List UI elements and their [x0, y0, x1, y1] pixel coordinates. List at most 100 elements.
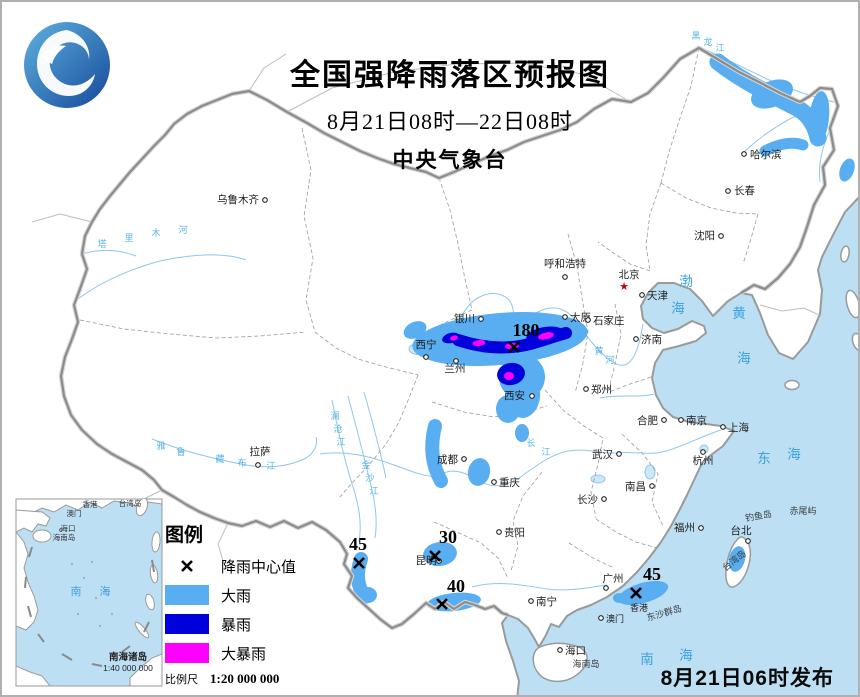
rain-patches-heavy [350, 53, 855, 612]
city-label: 杭州 [693, 454, 714, 467]
rain-center-x-icon [165, 558, 209, 574]
city-dot [649, 483, 655, 489]
capital-star-icon: ★ [619, 281, 629, 293]
city-dot [557, 647, 563, 653]
city-label: 呼和浩特 [544, 258, 586, 270]
city-dot [598, 615, 604, 621]
inset-scale: 1:40 000 000 [103, 663, 153, 673]
river-label: 龙 [703, 36, 712, 47]
inset-sea-label: 海 [100, 584, 111, 598]
swatch-severe-rainstorm [165, 643, 209, 663]
city-dot [718, 233, 724, 239]
rain-center-value: 40 [447, 576, 465, 596]
sea-labels: 渤海 黄海东 海南海 [640, 274, 801, 667]
city-label: 武汉 [592, 448, 613, 461]
river-label: 雅 [156, 440, 165, 451]
island-label: 赤尾屿 [789, 506, 816, 516]
legend-row-heavy: 大雨 [165, 585, 315, 605]
city-dot [633, 336, 639, 342]
city-label: 海口 [565, 644, 586, 657]
city-label: 拉萨 [250, 445, 271, 458]
city-label: 哈尔滨 [750, 148, 782, 161]
city-label: 银川 [454, 312, 475, 325]
city-dot [529, 393, 535, 399]
legend-row-center-value: 降雨中心值 [165, 556, 315, 576]
city-dot [255, 462, 261, 468]
city-label: 石家庄 [593, 314, 625, 327]
city-label: 南昌 [625, 480, 646, 493]
rain-center-value: 180 [513, 320, 540, 340]
sea-label: 黄 [732, 306, 746, 321]
city-dot [661, 417, 667, 423]
river-labels: 塔里木河雅鲁藏布江长江黄河澜沧江金沙江黑龙江 [97, 31, 724, 496]
rain-chongqing [467, 458, 491, 486]
river-label: 黄 [594, 345, 603, 356]
river-label: 江 [266, 461, 275, 471]
city-dot [601, 496, 607, 502]
rain-center-x-marker [429, 550, 441, 562]
legend: 图例 降雨中心值 大雨 暴雨 大暴雨 比例尺 1:20 000 000 [165, 520, 315, 687]
sea-label: 海 [737, 351, 751, 366]
river-label: 江 [715, 43, 724, 53]
river-label: 木 [151, 227, 160, 238]
rain-center-x-marker [436, 598, 448, 610]
swatch-heavy-rain [165, 585, 209, 605]
legend-row-storm: 暴雨 [165, 614, 315, 634]
province-borders [79, 47, 760, 579]
river-label: 塔 [97, 238, 106, 249]
river-label: 藏 [215, 453, 224, 464]
swatch-rainstorm [165, 614, 209, 634]
city-dot [583, 386, 589, 392]
river-label: 江 [369, 486, 378, 496]
river-label: 河 [605, 354, 614, 365]
city-label: 台北 [731, 524, 752, 537]
city-dot [745, 538, 751, 544]
capital-label: 北京 [619, 268, 640, 281]
nine-dash-line [24, 546, 155, 667]
river-label: 澜 [330, 411, 339, 421]
city-dot [603, 585, 609, 591]
sea-label: 东 [757, 451, 771, 466]
city-dot [639, 292, 645, 298]
river-label: 长 [526, 437, 535, 448]
river-label: 金 [361, 459, 370, 470]
city-dot [562, 274, 568, 280]
city-dot [698, 525, 704, 531]
city-dot [262, 197, 268, 203]
inset-label: 澳门 [67, 508, 82, 518]
river-label: 沙 [365, 473, 374, 483]
river-label: 鲁 [176, 446, 185, 457]
legend-label-storm: 暴雨 [221, 617, 252, 634]
sea-label: 海 [787, 447, 801, 462]
city-label: 南宁 [536, 595, 557, 608]
city-dot [585, 317, 591, 323]
river-label: 布 [237, 457, 246, 468]
rain-center-value: 30 [439, 527, 457, 547]
island-label: 钓鱼岛 [744, 508, 773, 524]
hainan-island [532, 642, 588, 683]
rain-taiwan [728, 546, 746, 572]
city-label: 福州 [674, 521, 695, 534]
city-label: 天津 [647, 290, 668, 302]
river-label: 江 [541, 447, 550, 457]
rain-center-x-marker [353, 557, 365, 569]
scale-label: 比例尺 [165, 674, 198, 686]
rain-center-x-marker [630, 587, 642, 599]
city-label: 兰州 [445, 362, 466, 375]
city-dot [496, 529, 502, 535]
river-label: 沧 [333, 423, 342, 434]
city-label: 西安 [504, 389, 525, 402]
city-label: 郑州 [591, 383, 612, 396]
city-label: 合肥 [637, 414, 658, 427]
logo-dragon-swirl [37, 30, 95, 96]
sea-label: 海 [679, 648, 693, 663]
rain-guangdong [617, 581, 669, 605]
city-label: 重庆 [499, 476, 520, 489]
inset-sea-label: 南 [71, 585, 82, 598]
river-label: 里 [124, 233, 133, 243]
city-dot [453, 358, 459, 364]
